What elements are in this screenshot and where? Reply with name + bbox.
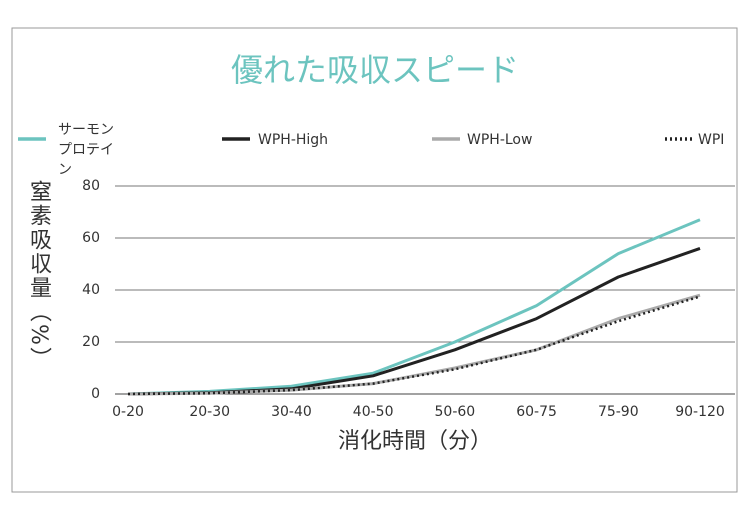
x-tick-label: 90-120 [675,404,725,420]
series-line [127,295,701,396]
y-tick-label: 40 [82,282,100,298]
legend-label: WPH-High [258,132,329,148]
frame [11,27,738,493]
series-line [127,293,701,396]
series-line [127,218,701,396]
legend-label: WPI [698,132,725,148]
x-tick-label: 50-60 [435,404,476,420]
y-tick-label: 20 [82,334,100,350]
legend-label: WPH-Low [467,132,533,148]
x-tick-label: 30-40 [271,404,312,420]
y-tick-label: 0 [91,386,100,402]
x-tick-label: 60-75 [516,404,557,420]
legend-label: サーモンプロテイン [58,122,114,178]
x-tick-label: 20-30 [189,404,230,420]
chart-title: 優れた吸収スピード [231,51,519,89]
x-axis-label: 消化時間（分） [338,429,492,454]
y-axis-label: 窒素吸収量（%） [26,180,51,371]
y-tick-label: 80 [82,178,100,194]
x-tick-label: 40-50 [353,404,394,420]
x-tick-label: 75-90 [598,404,639,420]
x-tick-label: 0-20 [112,404,144,420]
y-tick-label: 60 [82,230,100,246]
